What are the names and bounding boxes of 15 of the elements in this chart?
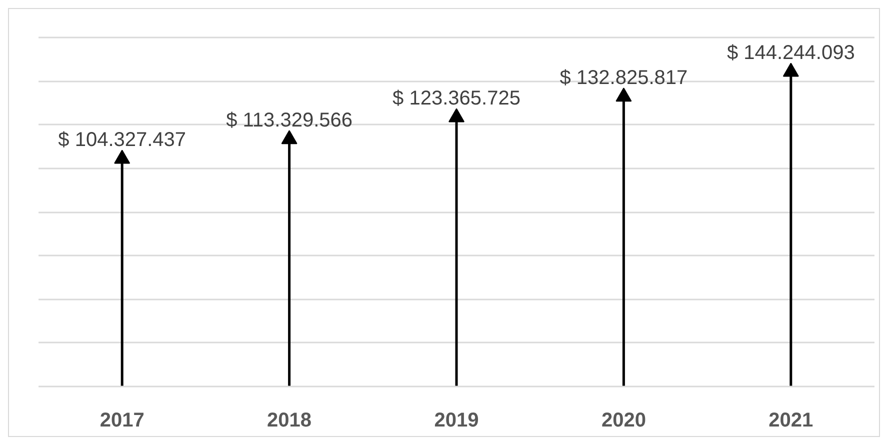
point xyxy=(782,62,799,77)
data-label: $ 123.365.725 xyxy=(392,87,520,110)
x-tick-label: 2019 xyxy=(434,410,479,432)
point xyxy=(114,150,130,164)
data-label: $ 132.825.817 xyxy=(560,66,688,89)
point xyxy=(616,88,632,102)
x-tick-label: 2017 xyxy=(100,410,144,432)
data-label: $ 113.329.566 xyxy=(226,109,353,132)
point xyxy=(281,130,298,144)
data-label: $ 104.327.437 xyxy=(58,128,186,151)
x-tick-label: 2020 xyxy=(601,410,646,432)
data-label: $ 144.244.093 xyxy=(726,42,855,64)
point xyxy=(448,108,464,122)
x-tick-label: 2021 xyxy=(768,410,814,432)
x-tick-label: 2018 xyxy=(267,410,312,432)
